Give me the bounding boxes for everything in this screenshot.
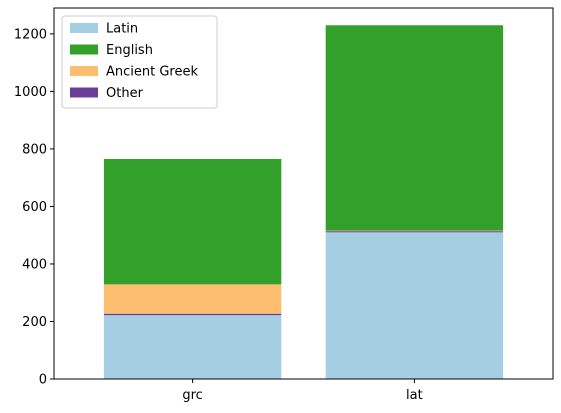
bar-grc-english — [103, 158, 282, 285]
axes-frame — [53, 7, 554, 380]
y-tick-label: 0 — [39, 373, 47, 388]
bars-layer — [103, 25, 504, 379]
x-axis: grc lat — [182, 379, 423, 403]
y-tick-label: 1000 — [14, 85, 47, 100]
legend-label-ancient-greek: Ancient Greek — [106, 65, 198, 80]
y-tick-label: 400 — [22, 257, 47, 272]
bar-lat-latin — [325, 232, 504, 379]
legend-swatch-english — [70, 44, 98, 55]
y-tick-label: 600 — [22, 200, 47, 215]
legend-label-english: English — [106, 43, 153, 58]
bar-grc-ancient-greek — [103, 284, 282, 314]
legend-box — [61, 15, 218, 109]
legend: Latin English Ancient Greek Other — [61, 15, 218, 109]
bar-grc-latin — [103, 315, 282, 379]
legend-label-latin: Latin — [106, 22, 138, 37]
y-tick-label: 1200 — [14, 27, 47, 42]
x-tick-label: lat — [406, 388, 423, 403]
legend-swatch-other — [70, 87, 98, 98]
legend-swatch-ancient-greek — [70, 66, 98, 76]
x-tick-label: grc — [182, 388, 202, 403]
y-tick-label: 200 — [22, 315, 47, 330]
bar-lat-ancient-greek — [325, 230, 504, 232]
bar-lat-english — [325, 25, 504, 231]
y-axis: 0 200 400 600 800 1000 1200 — [14, 27, 54, 388]
y-tick-label: 800 — [22, 142, 47, 157]
bar-grc-other — [103, 313, 282, 316]
bar-lat-other — [325, 231, 504, 233]
legend-swatch-latin — [70, 23, 98, 33]
legend-label-other: Other — [106, 86, 144, 101]
